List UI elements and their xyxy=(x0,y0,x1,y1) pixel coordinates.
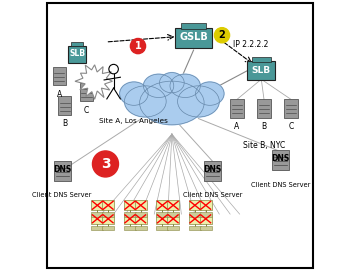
FancyBboxPatch shape xyxy=(58,96,72,115)
Text: GSLB: GSLB xyxy=(179,33,208,43)
FancyBboxPatch shape xyxy=(157,200,168,210)
FancyBboxPatch shape xyxy=(200,214,212,224)
FancyBboxPatch shape xyxy=(157,214,168,224)
FancyBboxPatch shape xyxy=(157,226,168,230)
Text: A: A xyxy=(57,90,62,99)
FancyBboxPatch shape xyxy=(181,24,206,29)
FancyBboxPatch shape xyxy=(102,200,114,210)
FancyBboxPatch shape xyxy=(91,212,103,217)
FancyBboxPatch shape xyxy=(204,161,221,181)
Text: B: B xyxy=(62,119,67,128)
Ellipse shape xyxy=(159,73,184,93)
FancyBboxPatch shape xyxy=(135,212,147,217)
Circle shape xyxy=(215,28,230,43)
Text: 3: 3 xyxy=(101,157,110,171)
FancyBboxPatch shape xyxy=(124,200,136,210)
FancyBboxPatch shape xyxy=(200,212,212,217)
FancyBboxPatch shape xyxy=(135,214,147,224)
FancyBboxPatch shape xyxy=(135,226,147,230)
Text: Client DNS Server: Client DNS Server xyxy=(183,192,242,198)
Text: SLB: SLB xyxy=(69,49,85,58)
FancyBboxPatch shape xyxy=(102,212,114,217)
Text: Site B, NYC: Site B, NYC xyxy=(243,141,285,150)
FancyBboxPatch shape xyxy=(102,226,114,230)
Ellipse shape xyxy=(120,82,148,105)
FancyBboxPatch shape xyxy=(124,226,136,230)
FancyBboxPatch shape xyxy=(257,99,271,118)
FancyBboxPatch shape xyxy=(284,99,298,118)
Text: A: A xyxy=(234,122,239,131)
Ellipse shape xyxy=(140,81,204,125)
Text: DNS: DNS xyxy=(271,154,289,163)
Circle shape xyxy=(93,151,118,177)
FancyBboxPatch shape xyxy=(247,61,275,80)
FancyBboxPatch shape xyxy=(200,226,212,230)
FancyBboxPatch shape xyxy=(200,200,212,210)
Ellipse shape xyxy=(125,86,166,117)
Ellipse shape xyxy=(177,86,219,117)
Text: DNS: DNS xyxy=(53,165,71,174)
Text: SLB: SLB xyxy=(252,66,271,75)
FancyBboxPatch shape xyxy=(157,212,168,217)
Text: Client DNS Server: Client DNS Server xyxy=(32,192,92,198)
Ellipse shape xyxy=(195,82,224,105)
Text: 1: 1 xyxy=(135,41,141,51)
FancyBboxPatch shape xyxy=(252,57,271,62)
FancyBboxPatch shape xyxy=(167,212,179,217)
FancyBboxPatch shape xyxy=(71,42,84,46)
FancyBboxPatch shape xyxy=(135,200,147,210)
Ellipse shape xyxy=(170,74,200,98)
Text: 2: 2 xyxy=(219,30,225,40)
FancyBboxPatch shape xyxy=(54,161,71,181)
Text: B: B xyxy=(261,122,266,131)
Text: C: C xyxy=(84,106,89,115)
FancyBboxPatch shape xyxy=(175,28,212,48)
FancyBboxPatch shape xyxy=(124,212,136,217)
FancyBboxPatch shape xyxy=(53,67,66,85)
FancyBboxPatch shape xyxy=(91,200,103,210)
FancyBboxPatch shape xyxy=(80,83,93,101)
FancyBboxPatch shape xyxy=(68,46,86,63)
FancyBboxPatch shape xyxy=(189,200,201,210)
FancyBboxPatch shape xyxy=(102,214,114,224)
FancyBboxPatch shape xyxy=(91,214,103,224)
FancyBboxPatch shape xyxy=(272,150,289,170)
Text: Client DNS Server: Client DNS Server xyxy=(251,182,310,188)
Polygon shape xyxy=(75,65,112,99)
FancyBboxPatch shape xyxy=(124,214,136,224)
FancyBboxPatch shape xyxy=(189,212,201,217)
FancyBboxPatch shape xyxy=(167,200,179,210)
FancyBboxPatch shape xyxy=(167,226,179,230)
Text: Site A, Los Angeles: Site A, Los Angeles xyxy=(99,118,167,124)
Text: IP 2.2.2.2: IP 2.2.2.2 xyxy=(233,40,268,49)
FancyBboxPatch shape xyxy=(91,226,103,230)
FancyBboxPatch shape xyxy=(167,214,179,224)
Circle shape xyxy=(130,38,145,54)
Text: C: C xyxy=(288,122,294,131)
FancyBboxPatch shape xyxy=(189,226,201,230)
FancyBboxPatch shape xyxy=(189,214,201,224)
FancyBboxPatch shape xyxy=(230,99,244,118)
Ellipse shape xyxy=(143,74,174,98)
Text: DNS: DNS xyxy=(203,165,222,174)
